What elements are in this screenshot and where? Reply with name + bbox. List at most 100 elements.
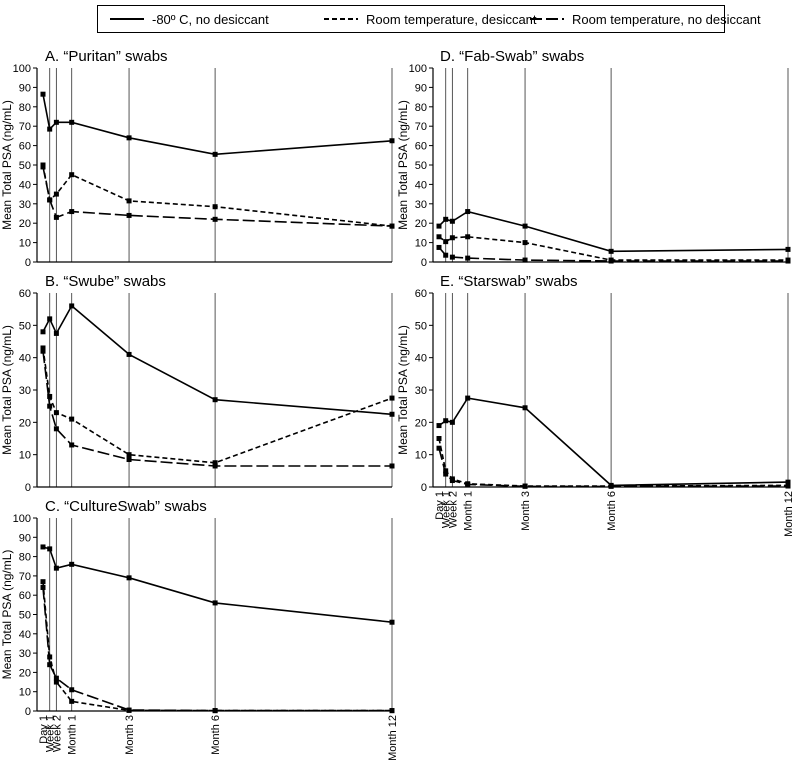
panel-4-series-solid-line xyxy=(438,397,789,487)
panel-0-y-tick-label: 50 xyxy=(19,160,31,172)
panel-2-y-tick-label: 60 xyxy=(19,590,31,602)
panel-3-series-dotted-marker xyxy=(449,235,455,241)
panel-3-series-dashed-marker xyxy=(443,252,449,258)
panel-3-series-dotted-marker xyxy=(522,240,528,246)
panel-0-y-tick-label: 70 xyxy=(19,121,31,133)
panel-2-y-tick-label: 100 xyxy=(13,513,31,525)
panel-1-y-tick-label: 30 xyxy=(19,385,31,397)
panel-0-series-solid-marker xyxy=(53,119,59,125)
panel-4-series-solid-marker xyxy=(465,395,471,401)
panel-4-series-dashed-marker xyxy=(522,483,528,489)
legend-label-rt-desiccant: Room temperature, desiccant xyxy=(366,11,537,27)
panel-4-y-tick-label: 10 xyxy=(415,450,427,462)
panel-2-x-tick-label: Month 1 xyxy=(67,715,79,755)
panel-3-series-dotted-marker xyxy=(465,234,471,240)
panel-1-y-axis-label: Mean Total PSA (ng/mL) xyxy=(0,325,14,455)
panel-4-series-solid-marker xyxy=(443,418,449,424)
panel-4-x-tick-label: Month 12 xyxy=(783,491,795,537)
panel-2-y-tick-label: 50 xyxy=(19,610,31,622)
panel-4-y-tick-label: 50 xyxy=(415,320,427,332)
panel-1-series-solid-marker xyxy=(53,330,59,336)
panel-2-x-tick-label: Week 2 xyxy=(51,715,63,752)
panel-1-series-dotted-marker xyxy=(53,410,59,416)
panel-3-y-tick-label: 90 xyxy=(415,82,427,94)
panel-0-y-tick-label: 90 xyxy=(19,82,31,94)
panel-4-y-axis-label: Mean Total PSA (ng/mL) xyxy=(396,325,410,455)
panel-3-y-tick-label: 30 xyxy=(415,199,427,211)
panel-3-series-solid-marker xyxy=(449,218,455,224)
panel-1-y-tick-label: 40 xyxy=(19,353,31,365)
panel-1-series-solid-marker xyxy=(126,351,132,357)
panel-2-x-tick-label: Month 12 xyxy=(387,715,399,761)
panel-3-y-tick-label: 60 xyxy=(415,141,427,153)
panel-1-series-dotted-marker xyxy=(69,416,75,422)
panel-4-x-tick-label: Week 1 xyxy=(441,491,453,528)
panel-0-series-dotted-marker xyxy=(212,204,218,210)
panel-3-series-solid-marker xyxy=(785,246,791,252)
panel-4-series-dotted-marker xyxy=(436,436,442,441)
panel-4-y-tick-label: 40 xyxy=(415,353,427,365)
panel-0-series-solid-line xyxy=(42,94,393,156)
panel-4-series-dashed-marker xyxy=(449,478,455,484)
panel-4-series-solid-marker xyxy=(449,419,455,425)
panel-0-series-solid-marker xyxy=(212,151,218,157)
panel-2-series-dotted-marker xyxy=(53,679,59,685)
chart-legend: -80º C, no desiccant Room temperature, d… xyxy=(97,5,761,33)
panel-3-series-dotted-line xyxy=(438,235,788,261)
panel-4-y-tick-label: 20 xyxy=(415,417,427,429)
panel-0-series-dotted-marker xyxy=(126,198,132,204)
panel-3-y-tick-label: 100 xyxy=(409,63,427,75)
panel-0-y-axis-label: Mean Total PSA (ng/mL) xyxy=(0,100,14,230)
panel-3-y-tick-label: 10 xyxy=(415,238,427,250)
panel-1-series-dashed-marker xyxy=(212,463,218,469)
panel-2-y-tick-label: 20 xyxy=(19,667,31,679)
panel-1-title: B. “Swube” swabs xyxy=(45,273,166,290)
panel-2-series-solid-marker xyxy=(47,546,53,552)
panel-4-series-solid-marker xyxy=(522,405,528,411)
panel-0-y-tick-label: 80 xyxy=(19,102,31,114)
panel-0-y-tick-label: 60 xyxy=(19,141,31,153)
panel-2-series-dashed-marker xyxy=(126,707,132,713)
panel-0-y-tick-label: 0 xyxy=(25,257,31,269)
panel-0-series-solid-marker xyxy=(69,119,75,125)
panel-2-series-solid-line xyxy=(42,546,393,623)
panel-2-series-dashed-marker xyxy=(53,675,59,681)
panel-4-x-tick-label: Month 3 xyxy=(520,491,532,531)
panel-4-x-tick-label: Week 2 xyxy=(447,491,459,528)
panel-2-series-dashed-marker xyxy=(389,708,395,714)
panel-4-series-solid-marker xyxy=(436,423,442,429)
panel-0-series-dashed-marker xyxy=(389,223,395,229)
panel-3-title: D. “Fab-Swab” swabs xyxy=(440,48,584,65)
panel-2-series-dotted-marker xyxy=(69,698,75,704)
panel-2-series-dashed-marker xyxy=(47,662,53,668)
panel-2-y-tick-label: 80 xyxy=(19,552,31,564)
panel-3-y-tick-label: 80 xyxy=(415,102,427,114)
panel-2-series-solid-marker xyxy=(40,544,46,550)
panel-1-series-dotted-line xyxy=(42,347,393,464)
panel-2-series-dotted-marker xyxy=(40,579,46,585)
panel-0-series-dashed-marker xyxy=(40,164,46,170)
panel-4-y-tick-label: 0 xyxy=(421,482,427,494)
panel-0-title: A. “Puritan” swabs xyxy=(45,48,168,65)
panel-0-y-tick-label: 30 xyxy=(19,199,31,211)
panel-4-series-solid-marker xyxy=(785,479,791,485)
legend-swatch-dotted xyxy=(324,18,358,20)
panel-0-series-dashed-marker xyxy=(69,209,75,215)
legend-label-rt-no-desiccant: Room temperature, no desiccant xyxy=(572,11,761,27)
panel-2-series-dashed-line xyxy=(42,587,392,712)
panel-3-series-solid-marker xyxy=(443,216,449,222)
panel-3-series-dashed-marker xyxy=(608,258,614,264)
panel-4-series-dotted-line xyxy=(438,438,789,487)
panel-3-series-dashed-marker xyxy=(522,257,528,263)
panel-2-series-solid-marker xyxy=(69,561,75,567)
panel-4-y-tick-label: 60 xyxy=(415,288,427,300)
panel-1-series-dashed-marker xyxy=(40,348,46,354)
panel-3-series-dashed-marker xyxy=(785,258,791,264)
panel-2-x-tick-label: Week 1 xyxy=(45,715,57,752)
legend-swatch-solid xyxy=(110,18,144,20)
panel-2-series-solid-marker xyxy=(126,575,132,581)
panel-2-series-dashed-marker xyxy=(69,687,75,693)
panel-2-y-tick-label: 40 xyxy=(19,629,31,641)
panel-2-series-solid-marker xyxy=(389,619,395,625)
panel-0-series-solid-marker xyxy=(126,135,132,141)
